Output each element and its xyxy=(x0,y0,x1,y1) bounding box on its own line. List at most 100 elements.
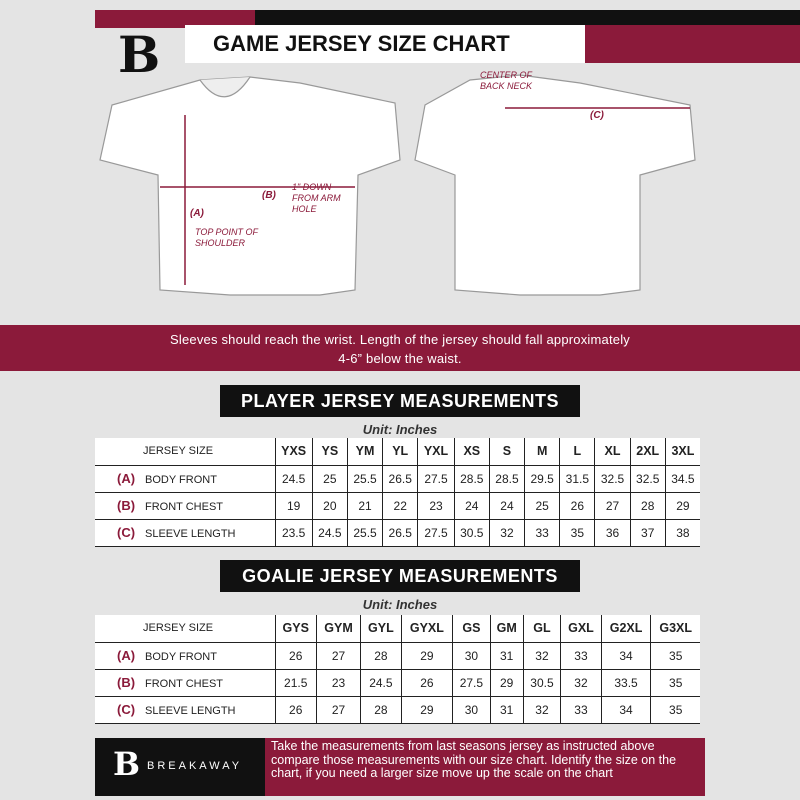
brand-name: BREAKAWAY xyxy=(147,760,243,772)
table-cell: 38 xyxy=(664,519,700,546)
table-cell: 28 xyxy=(360,642,402,669)
table-cell: 30 xyxy=(452,642,491,669)
table-cell: 31.5 xyxy=(559,465,595,492)
size-header: YM xyxy=(346,438,383,465)
table-cell: 27 xyxy=(594,492,631,519)
row-name: BODY FRONT xyxy=(145,474,217,486)
size-header-row: JERSEY SIZE GYS GYM GYL GYXL GS GM GL GXL G2XL G3X… xyxy=(95,615,700,642)
top-point-note: TOP POINT OF SHOULDER xyxy=(195,227,258,248)
row-letter: (B) xyxy=(117,675,136,690)
table-cell: 28.5 xyxy=(453,465,490,492)
table-cell: 35 xyxy=(650,696,700,723)
table-cell: 31 xyxy=(489,642,524,669)
table-cell: 28.5 xyxy=(488,465,525,492)
table-cell: 23 xyxy=(417,492,455,519)
row-name: FRONT CHEST xyxy=(145,501,224,513)
fit-banner: Sleeves should reach the wrist. Length o… xyxy=(0,325,800,371)
table-row: (C) SLEEVE LENGTH 26 27 28 29 30 31 32 33 34 35 xyxy=(95,696,700,723)
size-header: GYS xyxy=(274,615,317,642)
player-heading: PLAYER JERSEY MEASUREMENTS xyxy=(220,385,580,417)
size-label-text: JERSEY SIZE xyxy=(143,445,214,458)
center-back-neck-note: CENTER OF BACK NECK xyxy=(479,70,532,91)
table-cell: 21.5 xyxy=(274,669,317,696)
table-row: (B) FRONT CHEST 21.5 23 24.5 26 27.5 29 30.5 32 33… xyxy=(95,669,700,696)
size-header: M xyxy=(524,438,560,465)
table-cell: 23.5 xyxy=(274,519,313,546)
row-letter: (C) xyxy=(117,525,136,540)
table-cell: 27 xyxy=(315,696,361,723)
size-header: GM xyxy=(489,615,524,642)
table-cell: 32 xyxy=(560,669,602,696)
table-row: (B) FRONT CHEST 19 20 21 22 23 24 24 25 26 27 28 29 xyxy=(95,492,700,519)
table-cell: 26 xyxy=(559,492,595,519)
table-cell: 24.5 xyxy=(274,465,313,492)
table-cell: 28 xyxy=(629,492,666,519)
table-cell: 30.5 xyxy=(522,669,561,696)
label-c: (C) xyxy=(590,110,604,121)
table-cell: 35 xyxy=(650,642,700,669)
table-cell: 29 xyxy=(489,669,524,696)
size-header: XL xyxy=(594,438,631,465)
table-cell: 25.5 xyxy=(346,519,383,546)
table-cell: 35 xyxy=(650,669,700,696)
table-cell: 27.5 xyxy=(452,669,491,696)
table-cell: 24.5 xyxy=(360,669,402,696)
row-letter: (C) xyxy=(117,702,136,717)
table-cell: 32 xyxy=(522,696,561,723)
one-inch-down-note: 1" DOWN FROM ARM HOLE xyxy=(292,182,341,214)
table-cell: 22 xyxy=(382,492,418,519)
label-b: (B) xyxy=(262,190,276,201)
size-header: GYL xyxy=(360,615,402,642)
table-cell: 27.5 xyxy=(417,465,455,492)
size-header: YXL xyxy=(417,438,455,465)
top-bar-accent xyxy=(95,10,255,28)
label-a: (A) xyxy=(190,208,204,219)
table-cell: 32 xyxy=(488,519,525,546)
row-letter: (B) xyxy=(117,498,136,513)
row-label: (A) BODY FRONT xyxy=(95,465,275,492)
table-cell: 32.5 xyxy=(629,465,666,492)
table-cell: 23 xyxy=(315,669,361,696)
table-cell: 29 xyxy=(400,696,453,723)
size-header-row: JERSEY SIZE YXS YS YM YL YXL XS S M L XL 2XL 3XL xyxy=(95,438,700,465)
table-cell: 25 xyxy=(524,492,560,519)
row-name: FRONT CHEST xyxy=(145,678,224,690)
goalie-heading: GOALIE JERSEY MEASUREMENTS xyxy=(220,560,580,592)
row-letter: (A) xyxy=(117,471,136,486)
table-cell: 26 xyxy=(274,696,317,723)
size-header: GYXL xyxy=(400,615,453,642)
row-label: (A) BODY FRONT xyxy=(95,642,275,669)
table-cell: 26 xyxy=(400,669,453,696)
size-header: L xyxy=(559,438,595,465)
goalie-unit: Unit: Inches xyxy=(362,597,438,612)
table-cell: 26 xyxy=(274,642,317,669)
size-header: YL xyxy=(382,438,418,465)
row-label: (C) SLEEVE LENGTH xyxy=(95,519,275,546)
table-cell: 24 xyxy=(488,492,525,519)
row-letter: (A) xyxy=(117,648,136,663)
row-name: SLEEVE LENGTH xyxy=(145,705,236,717)
table-cell: 29 xyxy=(664,492,700,519)
table-cell: 25.5 xyxy=(346,465,383,492)
top-bar-dark xyxy=(255,10,800,28)
footer-brand: B BREAKAWAY xyxy=(95,738,265,796)
table-cell: 26.5 xyxy=(382,465,418,492)
row-label: (B) FRONT CHEST xyxy=(95,492,275,519)
table-cell: 37 xyxy=(629,519,666,546)
table-cell: 20 xyxy=(311,492,348,519)
table-cell: 32.5 xyxy=(594,465,631,492)
size-header: YS xyxy=(311,438,348,465)
row-name: SLEEVE LENGTH xyxy=(145,528,236,540)
table-cell: 33 xyxy=(560,696,602,723)
jersey-diagram xyxy=(99,74,696,296)
size-header: 2XL xyxy=(629,438,666,465)
table-cell: 27 xyxy=(315,642,361,669)
table-cell: 33 xyxy=(524,519,560,546)
table-cell: 21 xyxy=(346,492,383,519)
size-header: GL xyxy=(522,615,561,642)
table-cell: 27.5 xyxy=(417,519,455,546)
player-unit: Unit: Inches xyxy=(362,422,438,437)
size-header: 3XL xyxy=(664,438,700,465)
size-label: JERSEY SIZE xyxy=(95,438,275,465)
table-cell: 36 xyxy=(594,519,631,546)
